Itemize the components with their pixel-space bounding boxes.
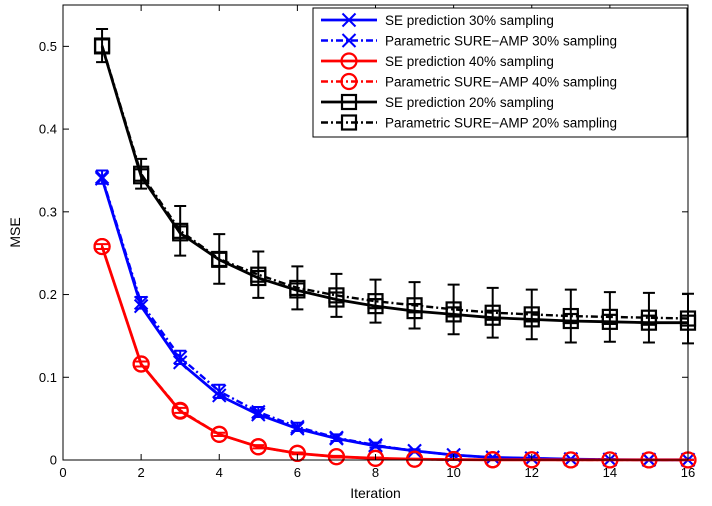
series-6-errorbar (330, 272, 343, 318)
series-5-line (100, 45, 688, 325)
x-tick-label: 10 (446, 465, 460, 480)
series-4-point (210, 425, 228, 443)
series-6-errorbar (603, 291, 616, 343)
series-6 (93, 27, 697, 345)
legend-marker (340, 114, 358, 131)
series-6-point (133, 165, 150, 182)
series-6-errorbar (96, 27, 109, 64)
series-2-point (94, 169, 110, 185)
y-tick-label: 0.3 (39, 204, 57, 219)
series-6-errorbar (369, 278, 382, 324)
series-6-errorbar (252, 250, 265, 299)
y-tick-label: 0.4 (39, 122, 57, 137)
legend-marker (341, 33, 357, 48)
legend-label: Parametric SURE−AMP 40% sampling (385, 75, 617, 90)
x-tick-label: 0 (59, 465, 66, 480)
y-tick-label: 0.1 (39, 370, 57, 385)
x-tick-label: 12 (525, 465, 539, 480)
series-6-point (445, 301, 462, 318)
legend-marker (340, 72, 358, 91)
series-6-point (250, 266, 267, 283)
y-tick-label: 0.5 (39, 39, 57, 54)
series-6-line (100, 45, 689, 320)
x-tick-label: 6 (294, 465, 301, 480)
series-2-point (133, 295, 149, 311)
series-6-point (484, 304, 501, 321)
series-4-point (93, 237, 111, 256)
series-6-point (367, 293, 384, 310)
series-2-point (172, 350, 188, 365)
axes-layer: 0 2 4 6 8 10 12 14 16 0 0.1 0.2 0.3 0.4 0.5 (39, 4, 695, 480)
series-6-point (93, 37, 111, 54)
series-6-errorbar (642, 291, 655, 344)
legend-label: SE prediction 40% sampling (385, 54, 554, 69)
legend-marker (341, 12, 357, 28)
x-tick-label: 4 (216, 465, 223, 480)
series-6-errorbar (564, 288, 577, 344)
y-tick-label: 0 (50, 453, 57, 468)
legend-entry: SE prediction 20% sampling (321, 93, 554, 111)
series-2-point (329, 430, 344, 445)
series-6-errorbar (291, 265, 304, 311)
legend: SE prediction 30% sampling Parametric SUR… (312, 7, 688, 138)
series-6-errorbar (135, 157, 148, 190)
legend-entry: SE prediction 30% sampling (321, 12, 554, 28)
series-4-point (405, 450, 424, 468)
series-2-point (251, 404, 266, 420)
series-4-point (171, 401, 189, 419)
legend-label: SE prediction 20% sampling (385, 95, 554, 110)
y-tick-label: 0.2 (39, 287, 57, 302)
series-4-point (249, 438, 267, 456)
series-6-point (406, 297, 423, 314)
series-4-errorbar (291, 451, 304, 456)
series-4-point (288, 444, 306, 462)
series-6-errorbar (213, 233, 226, 285)
legend-entry: Parametric SURE−AMP 30% sampling (321, 33, 617, 49)
y-axis-label: MSE (7, 217, 23, 247)
legend-label: Parametric SURE−AMP 30% sampling (385, 34, 617, 49)
x-axis-label: Iteration (350, 485, 401, 501)
series-6-errorbar (408, 281, 421, 330)
legend-marker (340, 52, 358, 70)
series-6-point (640, 309, 658, 326)
x-tick-label: 2 (138, 465, 145, 480)
series-4-point (366, 449, 385, 467)
series-6-errorbar (447, 283, 460, 336)
legend-box (312, 7, 688, 138)
series-6-point (172, 222, 189, 239)
legend-label: Parametric SURE−AMP 20% sampling (385, 116, 617, 131)
x-tick-label: 8 (372, 465, 379, 480)
series-4-errorbar (174, 406, 187, 414)
series-4-errorbar (96, 243, 109, 251)
legend-marker (340, 93, 358, 111)
legend-entry: Parametric SURE−AMP 20% sampling (321, 114, 617, 131)
series-6-point (601, 308, 618, 325)
series-6-errorbar (486, 286, 499, 339)
series-6-point (328, 287, 345, 304)
series-4-errorbar (408, 457, 421, 461)
series-6-errorbar (525, 288, 538, 341)
series-6-point (562, 307, 579, 325)
series-2-point (368, 437, 383, 453)
legend-entry: SE prediction 40% sampling (321, 52, 554, 70)
x-tick-label: 16 (681, 465, 695, 480)
series-4-point (132, 355, 150, 373)
x-tick-label: 14 (603, 465, 617, 480)
series-6-point (523, 306, 540, 323)
series-4-point (327, 448, 346, 466)
series-2-point (290, 419, 305, 435)
series-4-errorbar (252, 444, 265, 450)
series-6-point (211, 250, 228, 268)
series-4-errorbar (330, 454, 343, 459)
legend-label: SE prediction 30% sampling (385, 13, 554, 28)
series-2-point (212, 384, 227, 399)
series-4-errorbar (213, 431, 226, 438)
series-6-errorbar (174, 205, 187, 257)
series-4-errorbar (135, 360, 148, 368)
series-6-point (289, 279, 306, 297)
legend-entry: Parametric SURE−AMP 40% sampling (321, 72, 617, 91)
